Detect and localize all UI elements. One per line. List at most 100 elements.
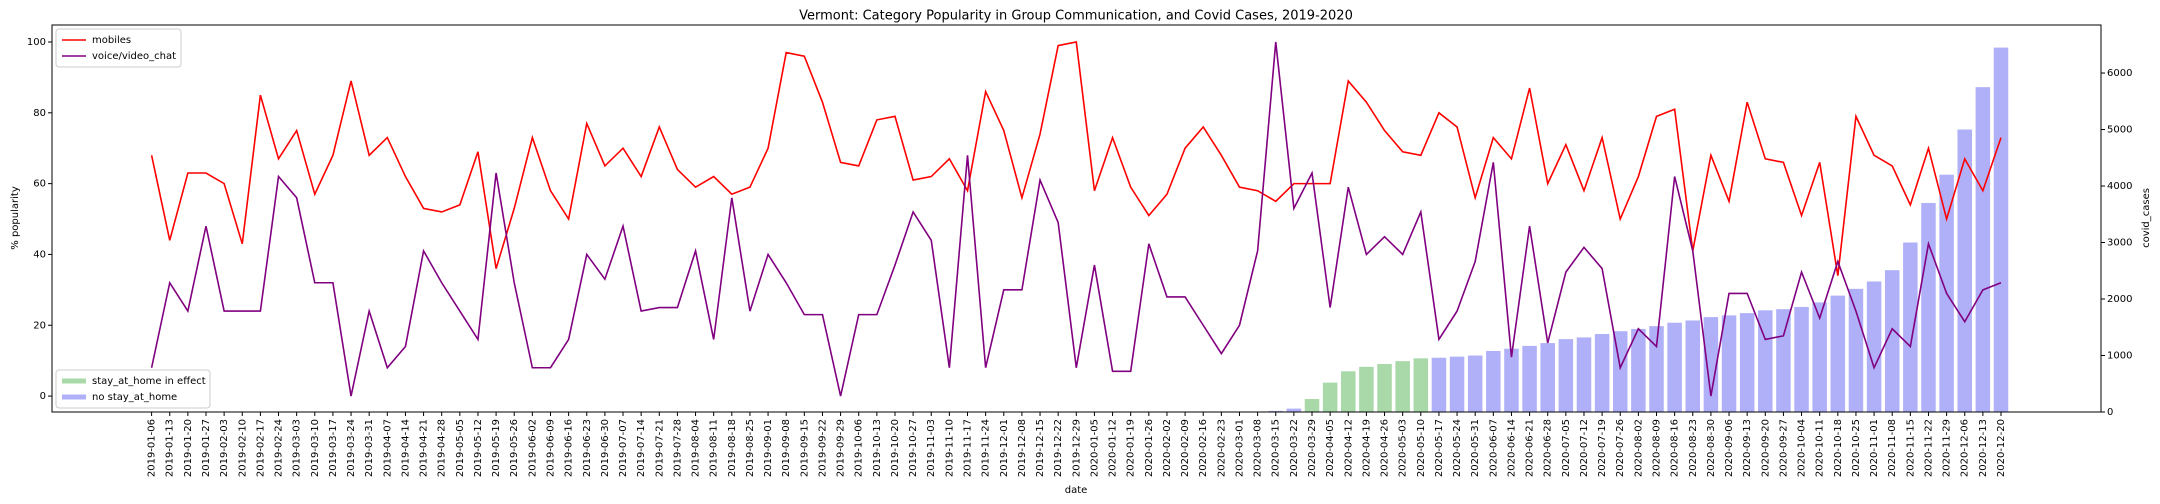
legend-box bbox=[55, 369, 211, 409]
x-tick-label: 2020-12-06 bbox=[1960, 419, 1971, 477]
x-tick-label: 2020-09-20 bbox=[1760, 419, 1771, 477]
legend-label: voice/video_chat bbox=[92, 51, 176, 62]
x-tick-label: 2019-12-29 bbox=[1071, 419, 1082, 477]
bar bbox=[1304, 399, 1320, 412]
x-tick-label: 2020-04-05 bbox=[1325, 419, 1336, 477]
x-tick-label: 2020-06-28 bbox=[1543, 419, 1554, 477]
x-tick-label: 2019-03-31 bbox=[364, 419, 375, 477]
x-tick-label: 2020-05-03 bbox=[1398, 419, 1409, 477]
x-tick-label: 2020-02-16 bbox=[1198, 419, 1209, 477]
x-tick-label: 2020-07-19 bbox=[1597, 419, 1608, 477]
bar bbox=[1703, 317, 1719, 412]
x-tick-label: 2020-08-30 bbox=[1706, 419, 1717, 477]
chart-title: Vermont: Category Popularity in Group Co… bbox=[799, 9, 1353, 24]
x-tick-label: 2020-10-18 bbox=[1833, 419, 1844, 477]
x-tick-label: 2020-05-31 bbox=[1470, 419, 1481, 477]
x-tick-label: 2019-04-21 bbox=[419, 419, 430, 477]
legend-label: stay_at_home in effect bbox=[92, 376, 206, 387]
bar bbox=[1594, 334, 1610, 412]
x-tick-label: 2019-11-10 bbox=[944, 419, 955, 477]
bar bbox=[1467, 355, 1483, 412]
bar bbox=[1812, 302, 1827, 412]
x-tick-label: 2019-11-03 bbox=[926, 419, 937, 477]
bar bbox=[1921, 202, 1936, 412]
x-tick-label: 2019-06-23 bbox=[582, 419, 593, 477]
x-tick-label: 2019-04-07 bbox=[382, 419, 393, 477]
x-tick-label: 2020-08-02 bbox=[1633, 419, 1644, 477]
bar bbox=[1449, 356, 1465, 412]
x-tick-label: 2020-01-05 bbox=[1089, 419, 1100, 477]
bar bbox=[1884, 270, 1900, 412]
x-tick-label: 2020-12-13 bbox=[1978, 419, 1989, 477]
x-tick-label: 2019-06-30 bbox=[600, 419, 611, 477]
x-tick-label: 2019-10-20 bbox=[890, 419, 901, 477]
x-tick-label: 2019-07-07 bbox=[618, 419, 629, 477]
y2-tick-label: 5000 bbox=[2107, 125, 2132, 136]
y-tick-label: 20 bbox=[33, 320, 46, 331]
x-tick-label: 2020-05-17 bbox=[1434, 419, 1445, 477]
bar bbox=[1359, 366, 1374, 412]
bar bbox=[1631, 328, 1646, 412]
x-tick-label: 2020-12-20 bbox=[1996, 419, 2007, 477]
x-tick-label: 2020-07-26 bbox=[1615, 419, 1626, 477]
bar bbox=[1576, 337, 1592, 412]
x-tick-label: 2019-03-03 bbox=[292, 419, 303, 477]
x-tick-label: 2019-06-16 bbox=[564, 419, 575, 477]
y-tick-label: 60 bbox=[33, 179, 46, 190]
bar bbox=[1848, 288, 1864, 412]
bar bbox=[1431, 357, 1447, 412]
x-tick-label: 2019-07-14 bbox=[636, 419, 647, 477]
y2-tick-label: 6000 bbox=[2107, 68, 2132, 79]
x-tick-label: 2019-09-08 bbox=[781, 419, 792, 477]
x-tick-label: 2019-08-18 bbox=[727, 419, 738, 477]
x-tick-label: 2020-01-19 bbox=[1126, 419, 1137, 477]
x-tick-label: 2019-12-22 bbox=[1053, 419, 1064, 477]
x-tick-label: 2019-07-21 bbox=[654, 419, 665, 477]
x-tick-label: 2020-10-04 bbox=[1797, 419, 1808, 477]
x-tick-label: 2020-09-06 bbox=[1724, 419, 1735, 477]
bar bbox=[1830, 295, 1846, 412]
legend-box bbox=[55, 28, 182, 68]
x-tick-label: 2020-04-12 bbox=[1343, 419, 1354, 477]
x-tick-label: 2019-02-24 bbox=[274, 419, 285, 477]
x-tick-label: 2019-10-06 bbox=[854, 419, 865, 477]
x-tick-label: 2019-08-11 bbox=[709, 419, 720, 477]
bar bbox=[1667, 322, 1682, 412]
x-tick-label: 2019-03-17 bbox=[328, 419, 339, 477]
bar bbox=[1993, 47, 2009, 412]
x-tick-label: 2020-01-12 bbox=[1108, 419, 1119, 477]
x-tick-label: 2020-03-01 bbox=[1234, 419, 1245, 477]
bar bbox=[1776, 309, 1791, 412]
x-tick-label: 2019-01-27 bbox=[201, 419, 212, 477]
x-tick-label: 2019-06-09 bbox=[545, 419, 556, 477]
x-tick-label: 2019-03-10 bbox=[310, 419, 321, 477]
x-tick-label: 2020-04-19 bbox=[1361, 419, 1372, 477]
x-tick-label: 2019-09-01 bbox=[763, 419, 774, 477]
x-tick-label: 2020-08-16 bbox=[1670, 419, 1681, 477]
x-tick-label: 2019-02-17 bbox=[255, 419, 266, 477]
y-tick-label: 0 bbox=[40, 391, 46, 402]
x-tick-label: 2019-01-13 bbox=[165, 419, 176, 477]
bar bbox=[1522, 345, 1537, 412]
x-tick-label: 2019-03-24 bbox=[346, 419, 357, 477]
x-tick-label: 2019-08-04 bbox=[691, 419, 702, 477]
x-tick-label: 2020-06-21 bbox=[1525, 419, 1536, 477]
x-tick-label: 2019-05-12 bbox=[473, 419, 484, 477]
x-tick-label: 2019-10-13 bbox=[872, 419, 883, 477]
x-tick-label: 2019-09-29 bbox=[836, 419, 847, 477]
bar bbox=[1558, 339, 1574, 412]
x-tick-label: 2019-12-08 bbox=[1017, 419, 1028, 477]
y-axis-label: % popularity bbox=[10, 186, 21, 250]
bar bbox=[1395, 361, 1410, 412]
x-tick-label: 2019-05-26 bbox=[509, 419, 520, 477]
bar bbox=[1957, 129, 1972, 412]
x-tick-label: 2020-03-29 bbox=[1307, 419, 1318, 477]
x-tick-label: 2019-09-22 bbox=[817, 419, 828, 477]
bar bbox=[1721, 315, 1737, 412]
x-tick-label: 2019-05-05 bbox=[455, 419, 466, 477]
x-tick-label: 2020-02-02 bbox=[1162, 419, 1173, 477]
x-tick-label: 2020-10-11 bbox=[1815, 419, 1826, 477]
bar bbox=[1975, 87, 1991, 412]
line bbox=[150, 41, 2002, 397]
